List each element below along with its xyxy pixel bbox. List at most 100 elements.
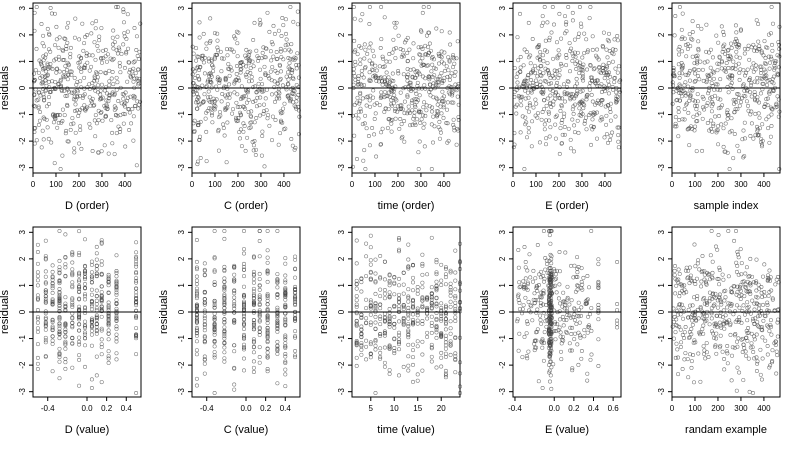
data-point [612,80,617,85]
data-point [274,91,279,96]
data-point [277,62,282,67]
data-point [548,93,553,98]
data-point [714,244,718,249]
data-point [615,318,620,323]
data-point [681,316,686,321]
data-point [769,324,774,329]
data-point [559,120,564,125]
data-point [114,278,119,283]
data-point [767,78,772,82]
data-point [673,115,678,120]
data-point [551,56,556,61]
data-point [83,324,87,329]
data-point [755,124,759,129]
data-point [232,264,237,269]
data-point [672,315,677,319]
data-point [89,274,94,279]
data-point [595,47,599,52]
data-point [208,94,213,99]
data-point [212,256,217,261]
data-point [247,126,252,131]
data-point [733,319,738,324]
data-point [48,65,53,70]
data-point [552,22,556,27]
data-point [378,96,383,100]
data-point [445,140,450,145]
data-point [419,117,424,122]
data-point [439,29,444,34]
data-point [363,167,368,171]
data-point [32,71,36,76]
data-point [713,344,718,349]
data-point [575,59,580,64]
data-point [368,342,373,347]
data-point [616,133,621,138]
data-point [547,134,552,139]
data-point [194,331,199,336]
data-point [359,335,364,340]
data-point [397,297,401,302]
data-point [530,37,535,41]
data-point [378,317,383,321]
data-point [194,296,199,301]
data-point [569,332,574,336]
data-point [89,64,94,69]
data-point [354,340,359,345]
data-point [518,130,523,135]
data-point [680,367,685,371]
data-point [57,265,62,270]
data-point [697,77,702,82]
data-point [567,313,572,318]
data-point [99,82,104,87]
data-point [679,27,684,32]
data-point [590,99,595,104]
data-point [401,322,406,327]
data-point [82,103,87,108]
data-point [519,95,524,100]
data-point [405,67,410,72]
data-point [57,271,62,276]
data-point [587,312,592,317]
data-point [359,109,363,114]
data-point [373,304,378,308]
data-point [292,147,297,152]
x-tick-label: 200 [711,404,725,413]
data-point [202,357,207,362]
data-point [251,296,256,301]
data-point [405,93,410,98]
data-point [548,379,552,384]
y-tick-label: -2 [337,361,346,369]
data-point [571,54,576,59]
data-point [540,345,545,350]
y-axis-label: residuals [0,65,11,110]
data-point [94,70,99,75]
data-point [257,254,262,259]
data-point [757,100,761,105]
data-point [686,315,691,320]
data-point [706,272,711,276]
data-point [251,148,256,153]
data-point [760,81,765,86]
data-point [551,99,556,104]
data-point [209,106,213,111]
data-point [556,328,561,333]
data-point [45,73,50,78]
data-point [415,321,420,326]
data-point [411,322,415,327]
data-point [93,113,98,118]
data-point [735,249,740,254]
data-point [215,87,220,92]
data-point [236,116,241,120]
data-point [378,350,383,355]
data-point [279,34,284,38]
data-point [420,319,425,323]
data-point [43,78,48,83]
data-point [43,320,48,324]
data-point [420,303,425,308]
data-point [224,160,229,165]
data-point [577,5,582,9]
data-point [110,70,115,74]
data-point [62,113,67,118]
data-point [34,138,39,143]
data-point [70,336,75,341]
